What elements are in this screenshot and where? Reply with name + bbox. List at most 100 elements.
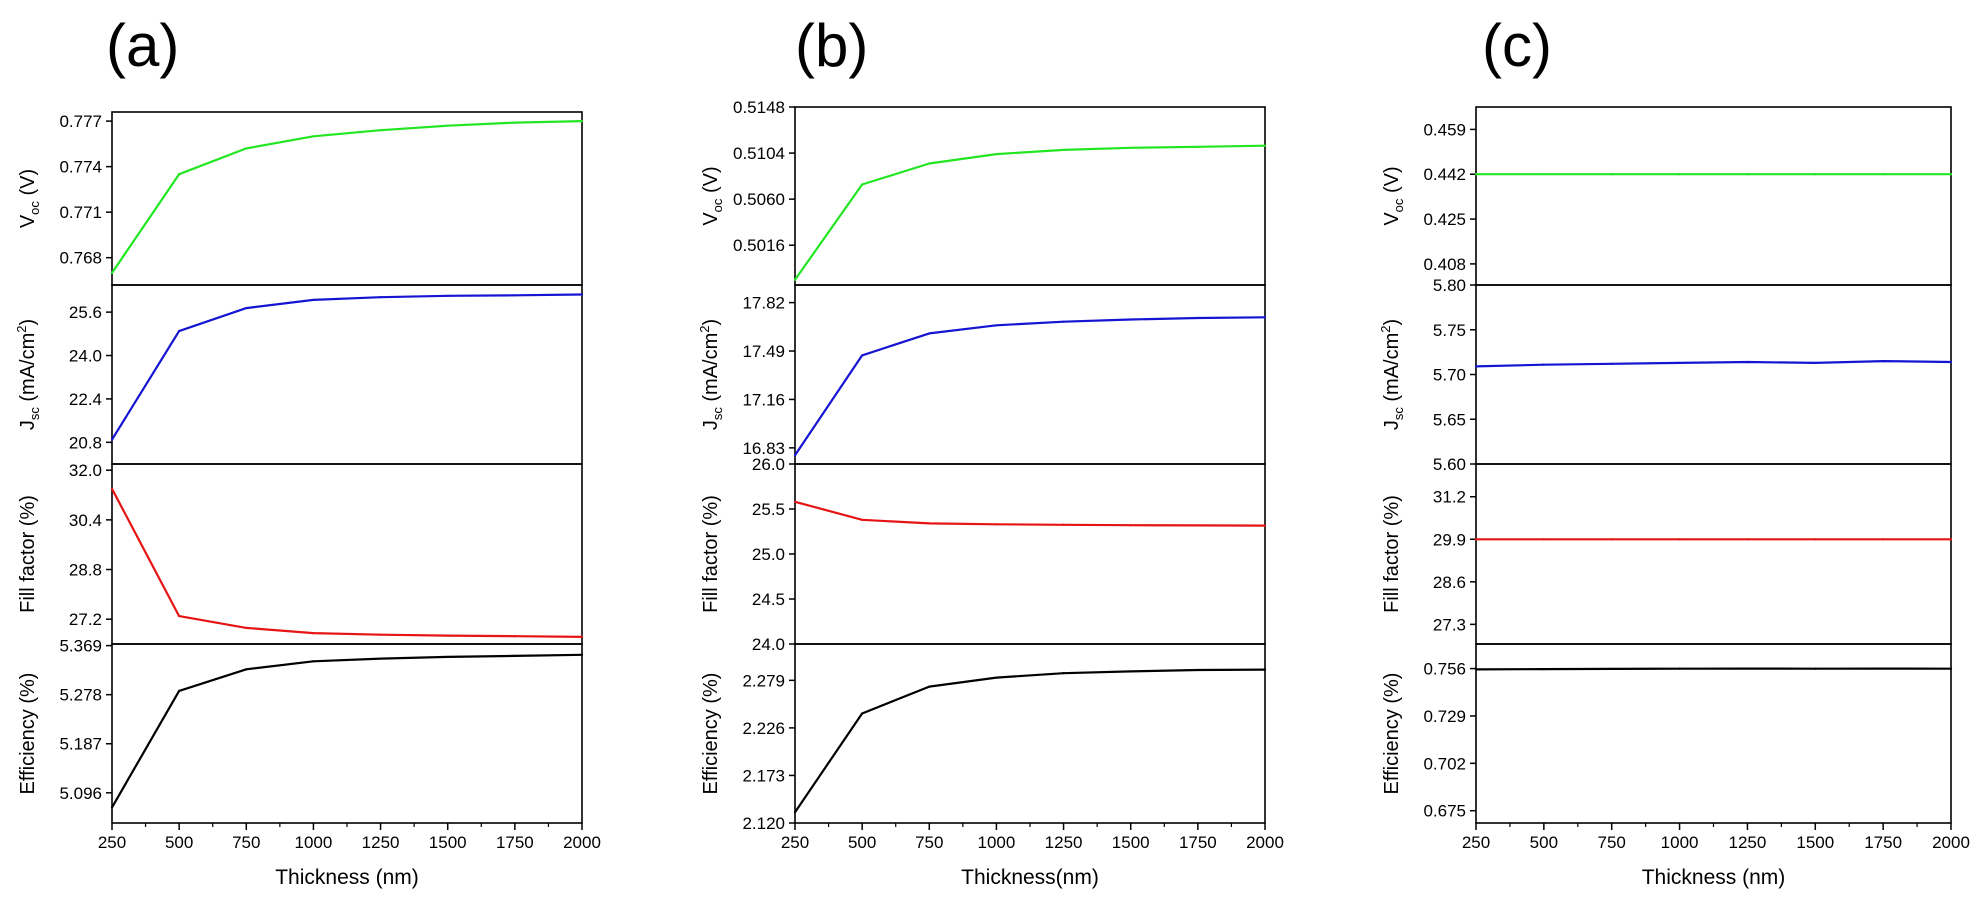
y-tick-label: 20.8 (69, 433, 102, 452)
y-axis-label: Fill factor (%) (17, 495, 39, 613)
data-point (1678, 538, 1681, 541)
y-tick-label: 2.279 (742, 671, 785, 690)
subplot-frame (794, 284, 1266, 465)
data-point (379, 129, 382, 132)
x-tick-label: 2000 (563, 833, 601, 852)
data-point (1474, 538, 1478, 541)
data-point (245, 668, 248, 671)
data-point (110, 487, 114, 490)
y-tick-label: 2.226 (742, 719, 785, 738)
y-axis-label: Jsc (mA/cm2) (697, 319, 725, 430)
data-point (1882, 667, 1885, 670)
y-axis-label: Fill factor (%) (700, 495, 722, 613)
data-point (178, 330, 181, 333)
data-point (1263, 316, 1267, 319)
data-point (245, 306, 248, 310)
series-line (1475, 667, 1952, 671)
y-tick-label: 0.675 (1423, 802, 1466, 821)
data-point (861, 712, 864, 715)
data-point (1610, 362, 1613, 365)
data-point (312, 135, 315, 138)
panel-label: (b) (795, 12, 868, 79)
x-tick-label: 250 (1462, 833, 1490, 852)
data-point (1129, 670, 1132, 673)
x-tick-label: 500 (1530, 833, 1558, 852)
data-point (1474, 173, 1478, 176)
y-tick-label: 5.096 (59, 784, 102, 803)
x-axis-label: Thickness(nm) (961, 866, 1099, 889)
data-point (110, 438, 114, 441)
data-point (1746, 360, 1749, 364)
subplot-frame (794, 463, 1266, 645)
subplot-frame (1475, 643, 1952, 824)
data-point (1542, 363, 1545, 366)
data-point (1814, 538, 1817, 541)
x-tick-label: 1750 (1179, 833, 1217, 852)
data-point (861, 354, 864, 357)
subplot-frame (794, 106, 1266, 286)
y-tick-label: 0.442 (1423, 165, 1466, 184)
data-point (446, 655, 449, 659)
chart-panel-1: (a) 0.768 0.771 0.774 0.777 Voc (V) 20.8 22.4 24… (14, 12, 601, 889)
data-point (580, 293, 584, 296)
data-point (1196, 145, 1199, 148)
data-point (110, 806, 114, 809)
x-tick-label: 250 (781, 833, 809, 852)
subplot-frame (111, 284, 583, 465)
y-tick-label: 31.2 (1433, 488, 1466, 507)
data-point (245, 626, 248, 629)
data-point (995, 676, 998, 679)
y-axis-label: Efficiency (%) (700, 673, 722, 795)
data-point (178, 614, 181, 618)
x-tick-label: 750 (915, 833, 943, 852)
y-tick-label: 0.702 (1423, 754, 1466, 773)
y-tick-label: 2.173 (742, 766, 785, 785)
data-point (1882, 359, 1885, 363)
data-point (793, 500, 797, 503)
data-point (1814, 667, 1817, 670)
y-tick-label: 0.459 (1423, 120, 1466, 139)
subplot-frame (1475, 284, 1952, 465)
data-point (178, 689, 181, 693)
y-tick-label: 30.4 (69, 511, 102, 530)
data-point (995, 523, 998, 526)
data-point (1678, 173, 1681, 176)
data-point (1062, 148, 1065, 152)
data-point (928, 162, 931, 165)
data-point (1814, 173, 1817, 176)
series-line (794, 668, 1266, 813)
y-tick-label: 28.8 (69, 561, 102, 580)
subplot-3: 24.0 24.5 25.0 25.5 26.0 Fill factor (%) (700, 455, 1267, 654)
series-line (794, 500, 1266, 527)
data-point (1814, 361, 1817, 364)
subplot-frame (111, 643, 583, 824)
panel-label: (c) (1482, 12, 1552, 79)
y-tick-label: 24.0 (69, 347, 102, 366)
y-tick-label: 17.49 (742, 342, 785, 361)
y-tick-label: 17.16 (742, 390, 785, 409)
y-tick-label: 0.5016 (733, 236, 785, 255)
data-point (379, 657, 382, 660)
data-point (446, 634, 449, 637)
x-axis-label: Thickness (nm) (1642, 866, 1786, 889)
x-tick-label: 750 (1598, 833, 1626, 852)
y-tick-label: 0.771 (59, 203, 102, 222)
y-axis-label: Fill factor (%) (1381, 495, 1403, 613)
data-point (513, 121, 516, 124)
y-tick-label: 0.408 (1423, 255, 1466, 274)
y-tick-label: 28.6 (1433, 573, 1466, 592)
data-point (379, 296, 382, 299)
data-point (1882, 173, 1885, 176)
y-tick-label: 2.120 (742, 814, 785, 833)
y-tick-label: 25.0 (752, 545, 785, 564)
subplot-3: 27.2 28.8 30.4 32.0 Fill factor (%) (17, 461, 584, 645)
data-point (861, 183, 864, 186)
x-tick-label: 1000 (295, 833, 333, 852)
subplot-4: 2.120 2.173 2.226 2.279 Efficiency (%) (700, 643, 1267, 833)
y-tick-label: 24.0 (752, 635, 785, 654)
data-point (1129, 146, 1132, 149)
y-axis-label: Efficiency (%) (1381, 673, 1403, 795)
data-point (1263, 144, 1267, 147)
